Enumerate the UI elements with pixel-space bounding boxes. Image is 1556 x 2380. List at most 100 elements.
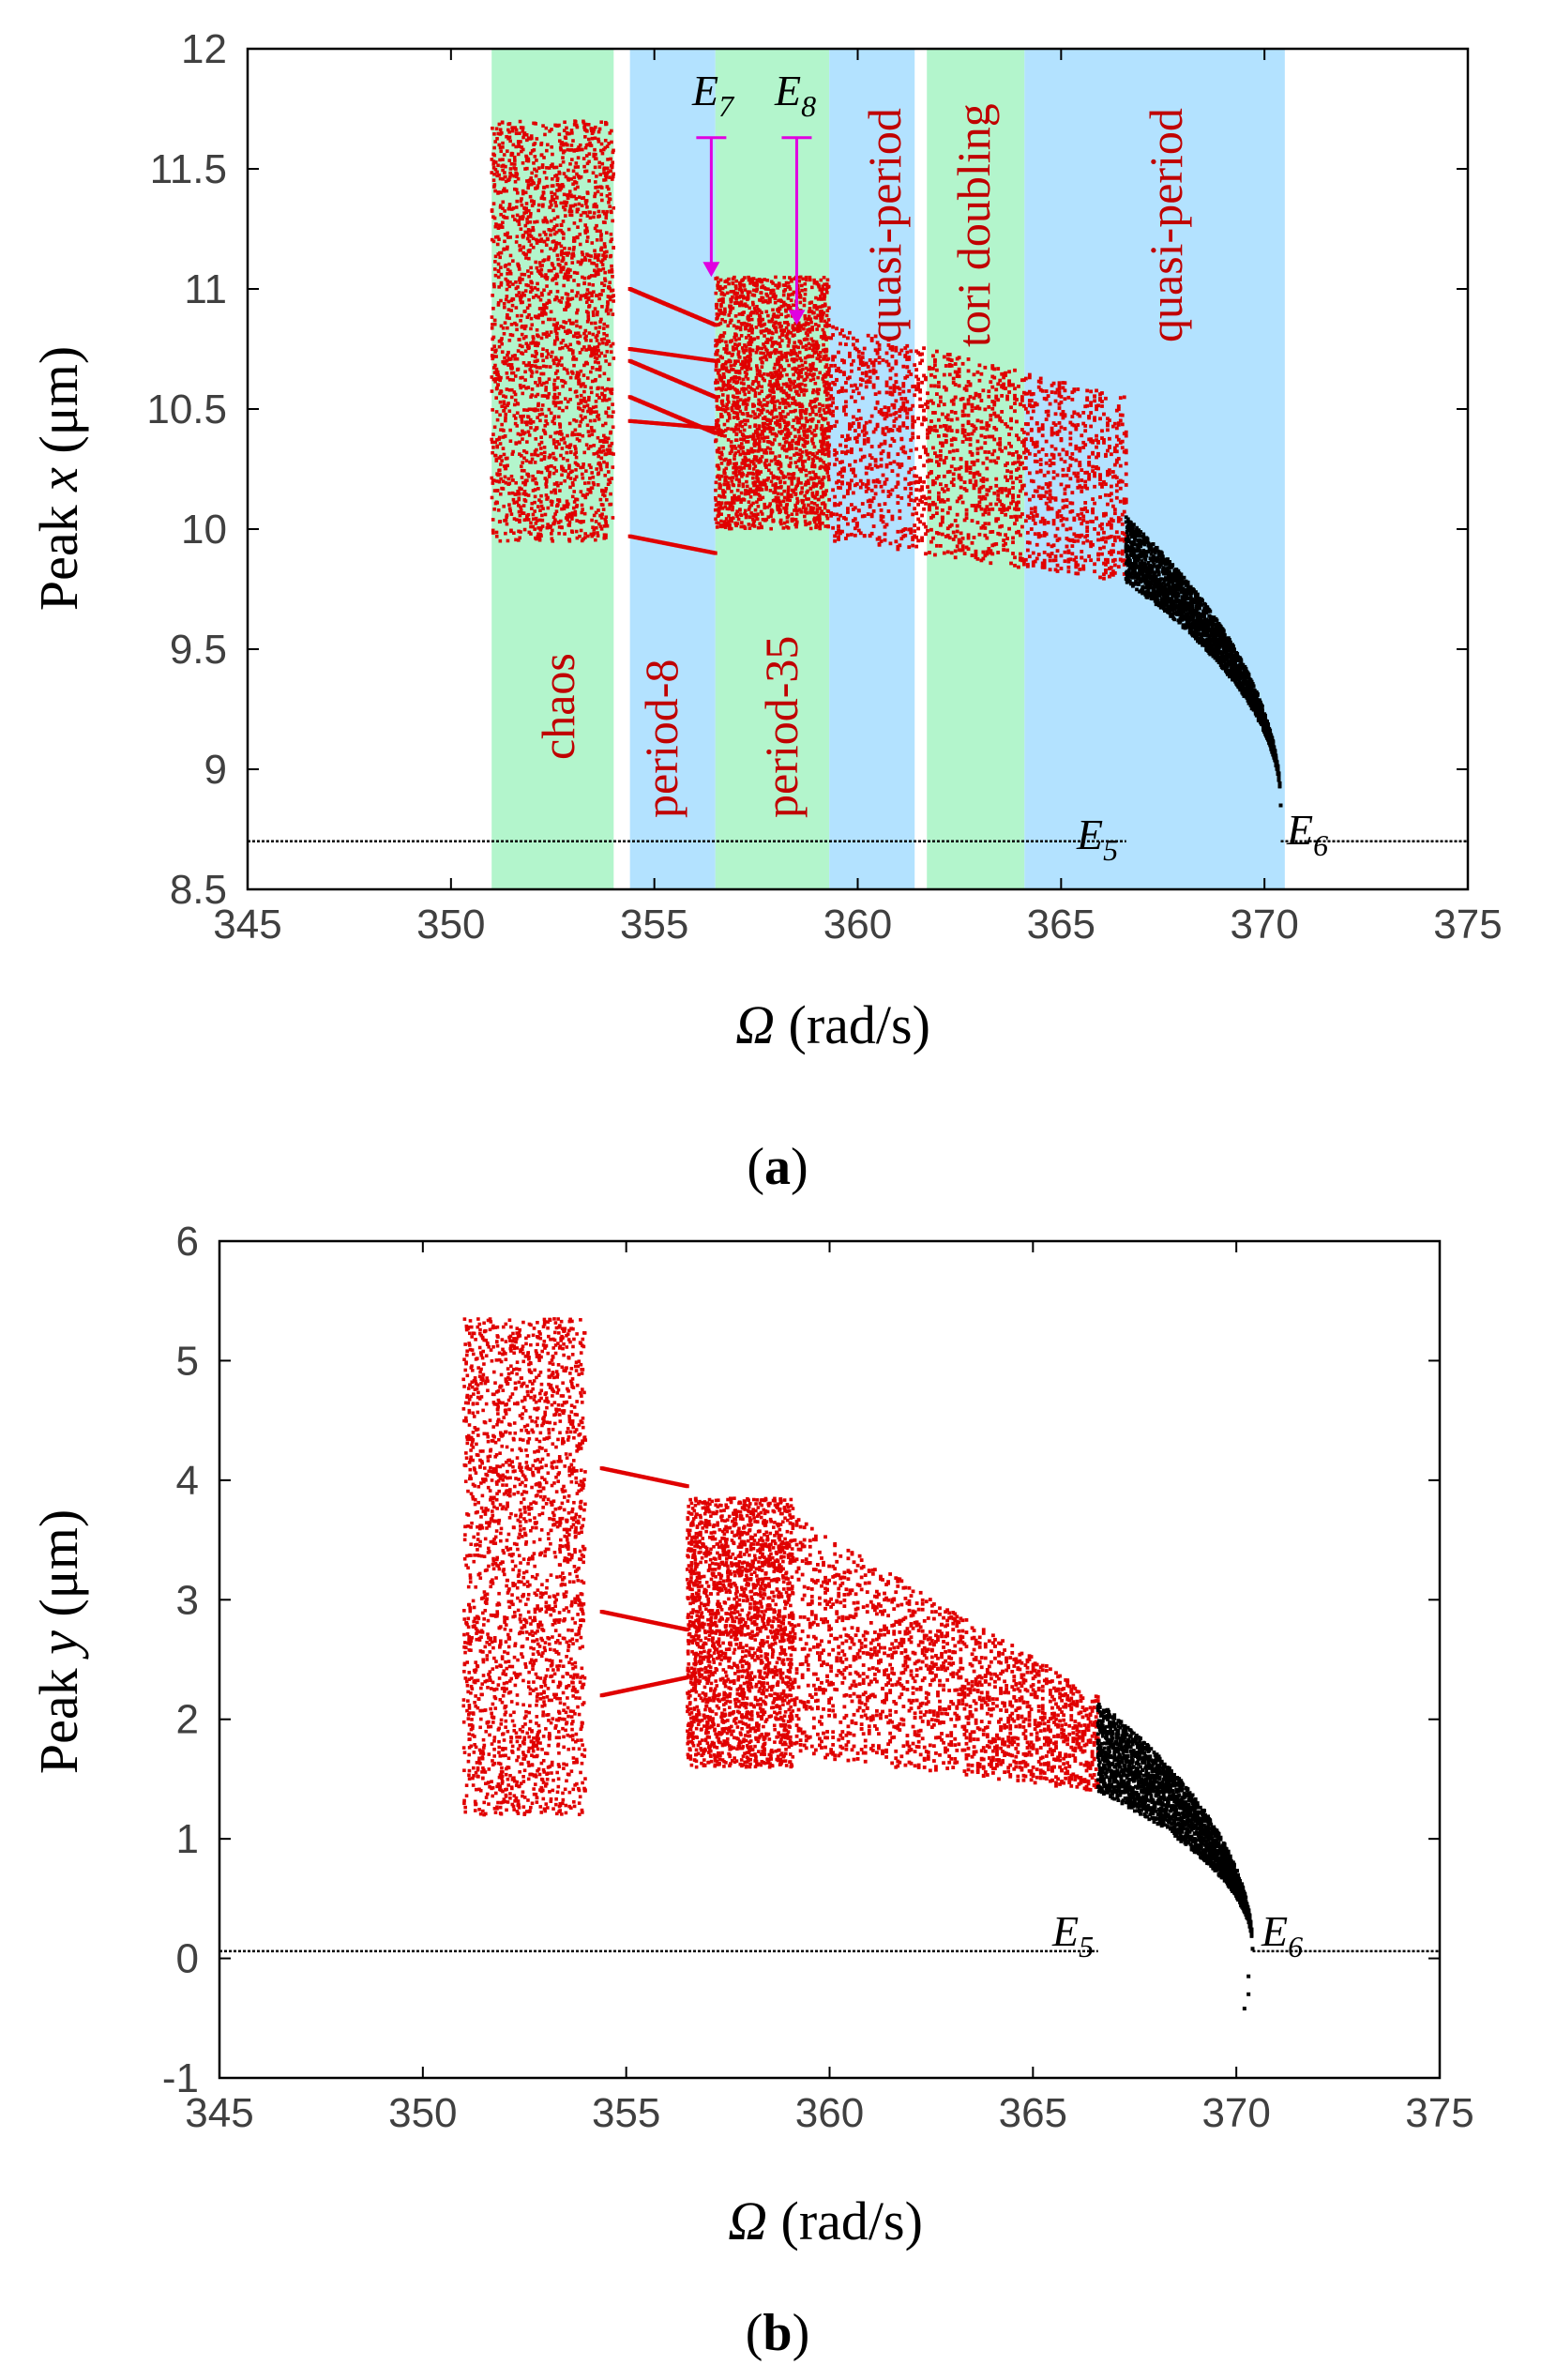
data-point	[540, 294, 544, 297]
data-point	[582, 165, 586, 169]
data-point	[579, 351, 582, 355]
data-point	[521, 415, 525, 418]
data-point	[567, 228, 571, 232]
data-point	[567, 247, 571, 250]
data-point	[530, 507, 534, 510]
data-point	[556, 258, 560, 262]
data-point	[597, 258, 600, 262]
data-point	[538, 508, 542, 512]
data-point	[785, 373, 789, 377]
data-point	[548, 269, 551, 273]
data-point	[555, 196, 559, 200]
data-point	[573, 452, 577, 456]
data-point	[585, 154, 589, 158]
data-point	[732, 394, 735, 398]
data-point	[495, 438, 499, 442]
data-point	[564, 343, 567, 347]
data-point	[748, 425, 752, 429]
data-point	[539, 534, 543, 538]
data-point	[499, 128, 503, 131]
data-point	[575, 475, 579, 478]
data-point	[610, 289, 613, 293]
data-point	[589, 216, 593, 220]
data-point	[593, 269, 597, 273]
data-point	[516, 191, 520, 195]
data-point	[581, 508, 584, 511]
data-point	[576, 498, 580, 502]
data-point	[817, 324, 821, 327]
data-point	[600, 289, 604, 293]
data-point	[497, 237, 501, 241]
data-point	[499, 539, 503, 543]
data-point	[611, 220, 614, 223]
data-point	[579, 326, 582, 329]
data-point	[550, 190, 553, 194]
data-point	[525, 218, 529, 221]
data-point	[551, 262, 554, 265]
data-point	[757, 526, 761, 530]
data-point	[509, 272, 513, 276]
data-point	[586, 235, 590, 239]
data-point	[518, 520, 521, 523]
data-point	[533, 509, 536, 513]
data-point	[509, 439, 513, 443]
data-point	[530, 172, 534, 175]
data-point	[814, 323, 818, 326]
data-point	[529, 266, 533, 270]
data-point	[506, 359, 509, 363]
data-point	[513, 322, 517, 326]
data-point	[756, 387, 760, 390]
data-point	[515, 287, 519, 291]
data-point	[523, 273, 527, 277]
data-point	[547, 258, 551, 262]
data-point	[577, 174, 581, 178]
data-point	[529, 243, 533, 247]
data-point	[549, 290, 552, 294]
data-point	[591, 283, 595, 287]
data-point	[587, 179, 591, 183]
data-point	[610, 129, 613, 133]
data-point	[514, 481, 518, 485]
data-point	[550, 220, 553, 223]
data-point	[716, 303, 719, 307]
data-point	[609, 309, 612, 312]
data-point	[607, 285, 611, 289]
data-point	[583, 416, 587, 419]
data-point	[584, 231, 588, 235]
data-point	[575, 320, 579, 324]
data-point	[605, 462, 609, 465]
data-point	[506, 178, 510, 182]
data-point	[495, 137, 499, 141]
data-point	[504, 413, 507, 417]
data-point	[608, 280, 612, 284]
data-point	[522, 337, 526, 341]
data-point	[588, 489, 592, 493]
data-point	[597, 355, 601, 358]
data-point	[612, 173, 615, 176]
data-point	[571, 481, 575, 485]
data-point	[542, 365, 546, 369]
data-point	[594, 126, 597, 129]
data-point	[541, 321, 545, 325]
data-point	[591, 432, 595, 436]
data-point	[549, 435, 552, 439]
data-point	[586, 314, 590, 318]
data-point	[597, 161, 601, 165]
data-point	[502, 447, 506, 450]
data-point	[556, 290, 560, 294]
data-point	[602, 537, 606, 540]
data-point	[744, 509, 748, 513]
data-point	[506, 463, 509, 467]
data-point	[545, 166, 549, 170]
data-point	[563, 441, 567, 445]
data-point	[564, 136, 567, 140]
data-point	[605, 350, 609, 354]
data-point	[723, 320, 727, 324]
data-point	[546, 237, 550, 241]
data-point	[493, 319, 497, 323]
data-point	[749, 415, 753, 418]
data-point	[510, 512, 514, 516]
data-point	[607, 415, 611, 418]
data-point	[582, 364, 586, 368]
data-point	[575, 419, 579, 423]
